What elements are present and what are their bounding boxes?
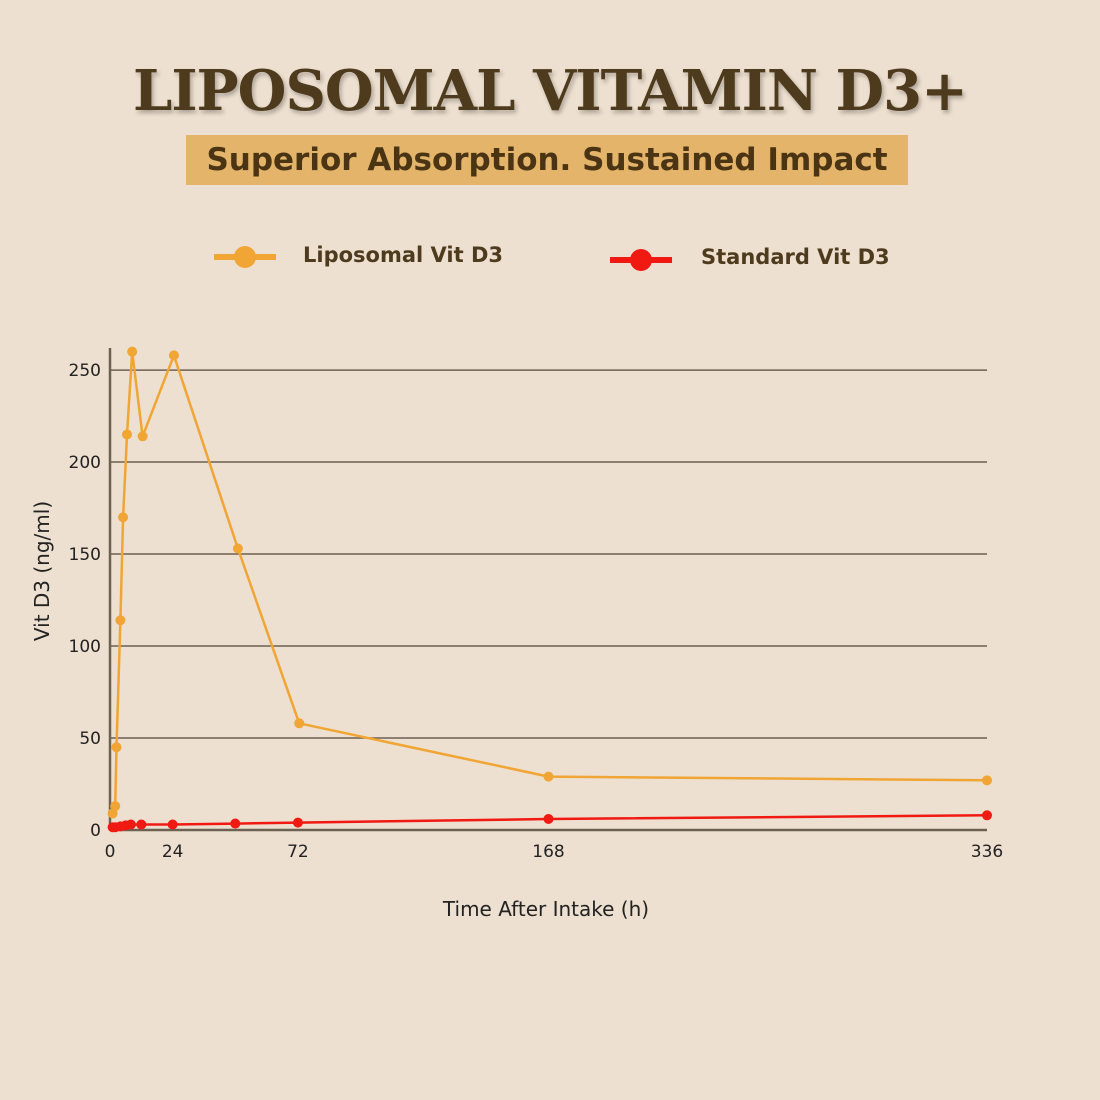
point-liposomal-vit-d3-1 bbox=[110, 801, 121, 812]
point-liposomal-vit-d3-10 bbox=[294, 718, 305, 729]
y-tick-label-50: 50 bbox=[79, 729, 101, 749]
point-standard-vit-d3-6 bbox=[167, 819, 178, 830]
x-tick-label-168: 168 bbox=[532, 842, 564, 862]
legend-label-liposomal: Liposomal Vit D3 bbox=[303, 243, 504, 267]
point-liposomal-vit-d3-8 bbox=[168, 350, 179, 361]
subtitle-band: Superior Absorption. Sustained Impact bbox=[186, 135, 908, 185]
point-standard-vit-d3-8 bbox=[292, 817, 303, 828]
legend-label-standard: Standard Vit D3 bbox=[701, 245, 890, 269]
y-tick-label-150: 150 bbox=[69, 545, 101, 565]
point-liposomal-vit-d3-3 bbox=[115, 615, 126, 626]
point-liposomal-vit-d3-4 bbox=[118, 512, 129, 523]
point-standard-vit-d3-10 bbox=[982, 810, 992, 821]
y-tick-label-100: 100 bbox=[69, 637, 101, 657]
grid bbox=[110, 369, 987, 739]
x-axis-label: Time After Intake (h) bbox=[442, 897, 649, 921]
point-liposomal-vit-d3-11 bbox=[543, 771, 554, 782]
point-liposomal-vit-d3-12 bbox=[982, 775, 992, 786]
y-axis-label: Vit D3 (ng/ml) bbox=[30, 501, 54, 641]
point-standard-vit-d3-5 bbox=[136, 819, 147, 830]
legend-marker-liposomal bbox=[234, 246, 256, 268]
point-standard-vit-d3-4 bbox=[125, 819, 136, 830]
x-tick-label-0: 0 bbox=[105, 842, 116, 862]
x-tick-label-72: 72 bbox=[287, 842, 309, 862]
y-tick-label-200: 200 bbox=[69, 453, 101, 473]
chart-subtitle: Superior Absorption. Sustained Impact bbox=[206, 142, 888, 178]
point-standard-vit-d3-7 bbox=[230, 818, 241, 829]
point-liposomal-vit-d3-2 bbox=[111, 742, 122, 753]
x-tick-label-24: 24 bbox=[162, 842, 184, 862]
point-liposomal-vit-d3-7 bbox=[137, 431, 148, 442]
series-line-liposomal-vit-d3 bbox=[111, 350, 988, 814]
y-tick-label-0: 0 bbox=[90, 821, 101, 841]
chart-title: LIPOSOMAL VITAMIN D3+ bbox=[132, 58, 968, 124]
legend bbox=[214, 246, 672, 271]
series-layer bbox=[107, 346, 992, 833]
point-standard-vit-d3-9 bbox=[543, 813, 554, 824]
point-liposomal-vit-d3-6 bbox=[127, 346, 138, 357]
tick-labels: 0 50 100 150 200 250 0 24 72 168 336 bbox=[69, 361, 1004, 862]
legend-marker-standard bbox=[630, 249, 652, 271]
x-tick-label-336: 336 bbox=[971, 842, 1003, 862]
y-tick-label-250: 250 bbox=[69, 361, 101, 381]
point-liposomal-vit-d3-9 bbox=[232, 543, 243, 554]
point-liposomal-vit-d3-5 bbox=[121, 429, 132, 440]
axes bbox=[108, 348, 987, 832]
